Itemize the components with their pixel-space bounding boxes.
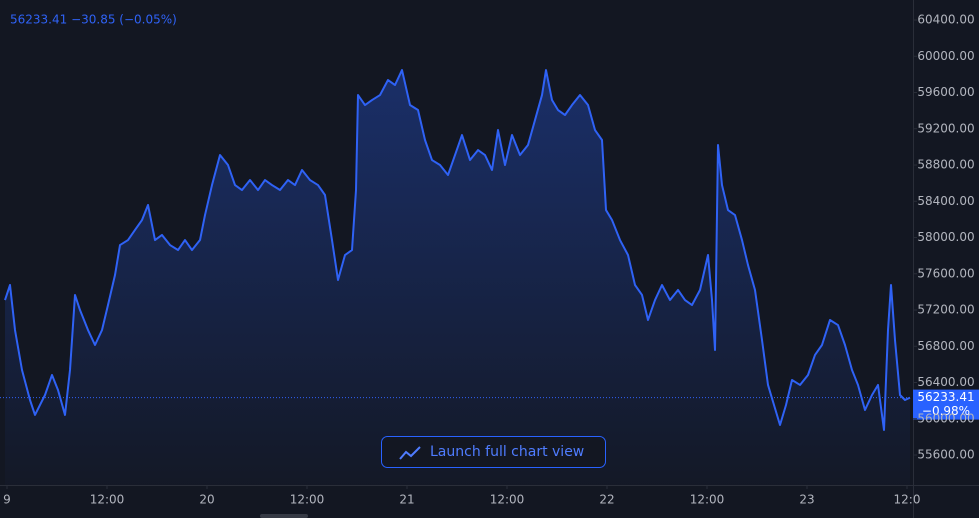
x-tick-label: 20 bbox=[199, 493, 214, 507]
y-tick-label: 57200.00 bbox=[917, 303, 974, 317]
area-fill bbox=[5, 70, 910, 486]
y-tick-label: 59600.00 bbox=[917, 85, 974, 99]
y-tick-label: 58000.00 bbox=[917, 230, 974, 244]
plot-area bbox=[0, 69, 912, 486]
scrollbar[interactable] bbox=[260, 514, 308, 518]
x-tick-label: 12:00 bbox=[90, 493, 125, 507]
y-tick-label: 58800.00 bbox=[917, 158, 974, 172]
x-tick-label: 12:00 bbox=[490, 493, 525, 507]
x-tick-label: 9 bbox=[3, 493, 11, 507]
y-tick-label: 56000.00 bbox=[917, 411, 974, 425]
y-tick-label: 59200.00 bbox=[917, 121, 974, 135]
price-line bbox=[4, 69, 911, 431]
y-tick-label: 58400.00 bbox=[917, 194, 974, 208]
price-tag-box bbox=[913, 389, 979, 420]
x-tick-label: 12:0 bbox=[894, 493, 921, 507]
y-tick-label: 60400.00 bbox=[917, 13, 974, 27]
x-tick-label: 21 bbox=[399, 493, 414, 507]
button-label[interactable]: Launch full chart view bbox=[430, 444, 584, 460]
button-icon bbox=[399, 446, 421, 460]
price-tag-value: 56233.41 bbox=[917, 390, 974, 404]
y-tick-label: 55600.00 bbox=[917, 448, 974, 462]
x-tick-label: 12:00 bbox=[690, 493, 725, 507]
legend: 56233.41 −30.85 (−0.05%) bbox=[10, 13, 177, 27]
button-frame[interactable] bbox=[381, 436, 606, 468]
price-tag: 56233.41−0.98% bbox=[913, 389, 979, 420]
launch-button[interactable]: Launch full chart view bbox=[381, 436, 606, 468]
y-tick-label: 60000.00 bbox=[917, 49, 974, 63]
y-tick-label: 56400.00 bbox=[917, 375, 974, 389]
y-tick-label: 57600.00 bbox=[917, 266, 974, 280]
x-tick-label: 23 bbox=[799, 493, 814, 507]
x-tick-label: 22 bbox=[599, 493, 614, 507]
x-tick-label: 12:00 bbox=[290, 493, 325, 507]
y-tick-label: 56800.00 bbox=[917, 339, 974, 353]
price-tag-change: −0.98% bbox=[922, 404, 970, 418]
